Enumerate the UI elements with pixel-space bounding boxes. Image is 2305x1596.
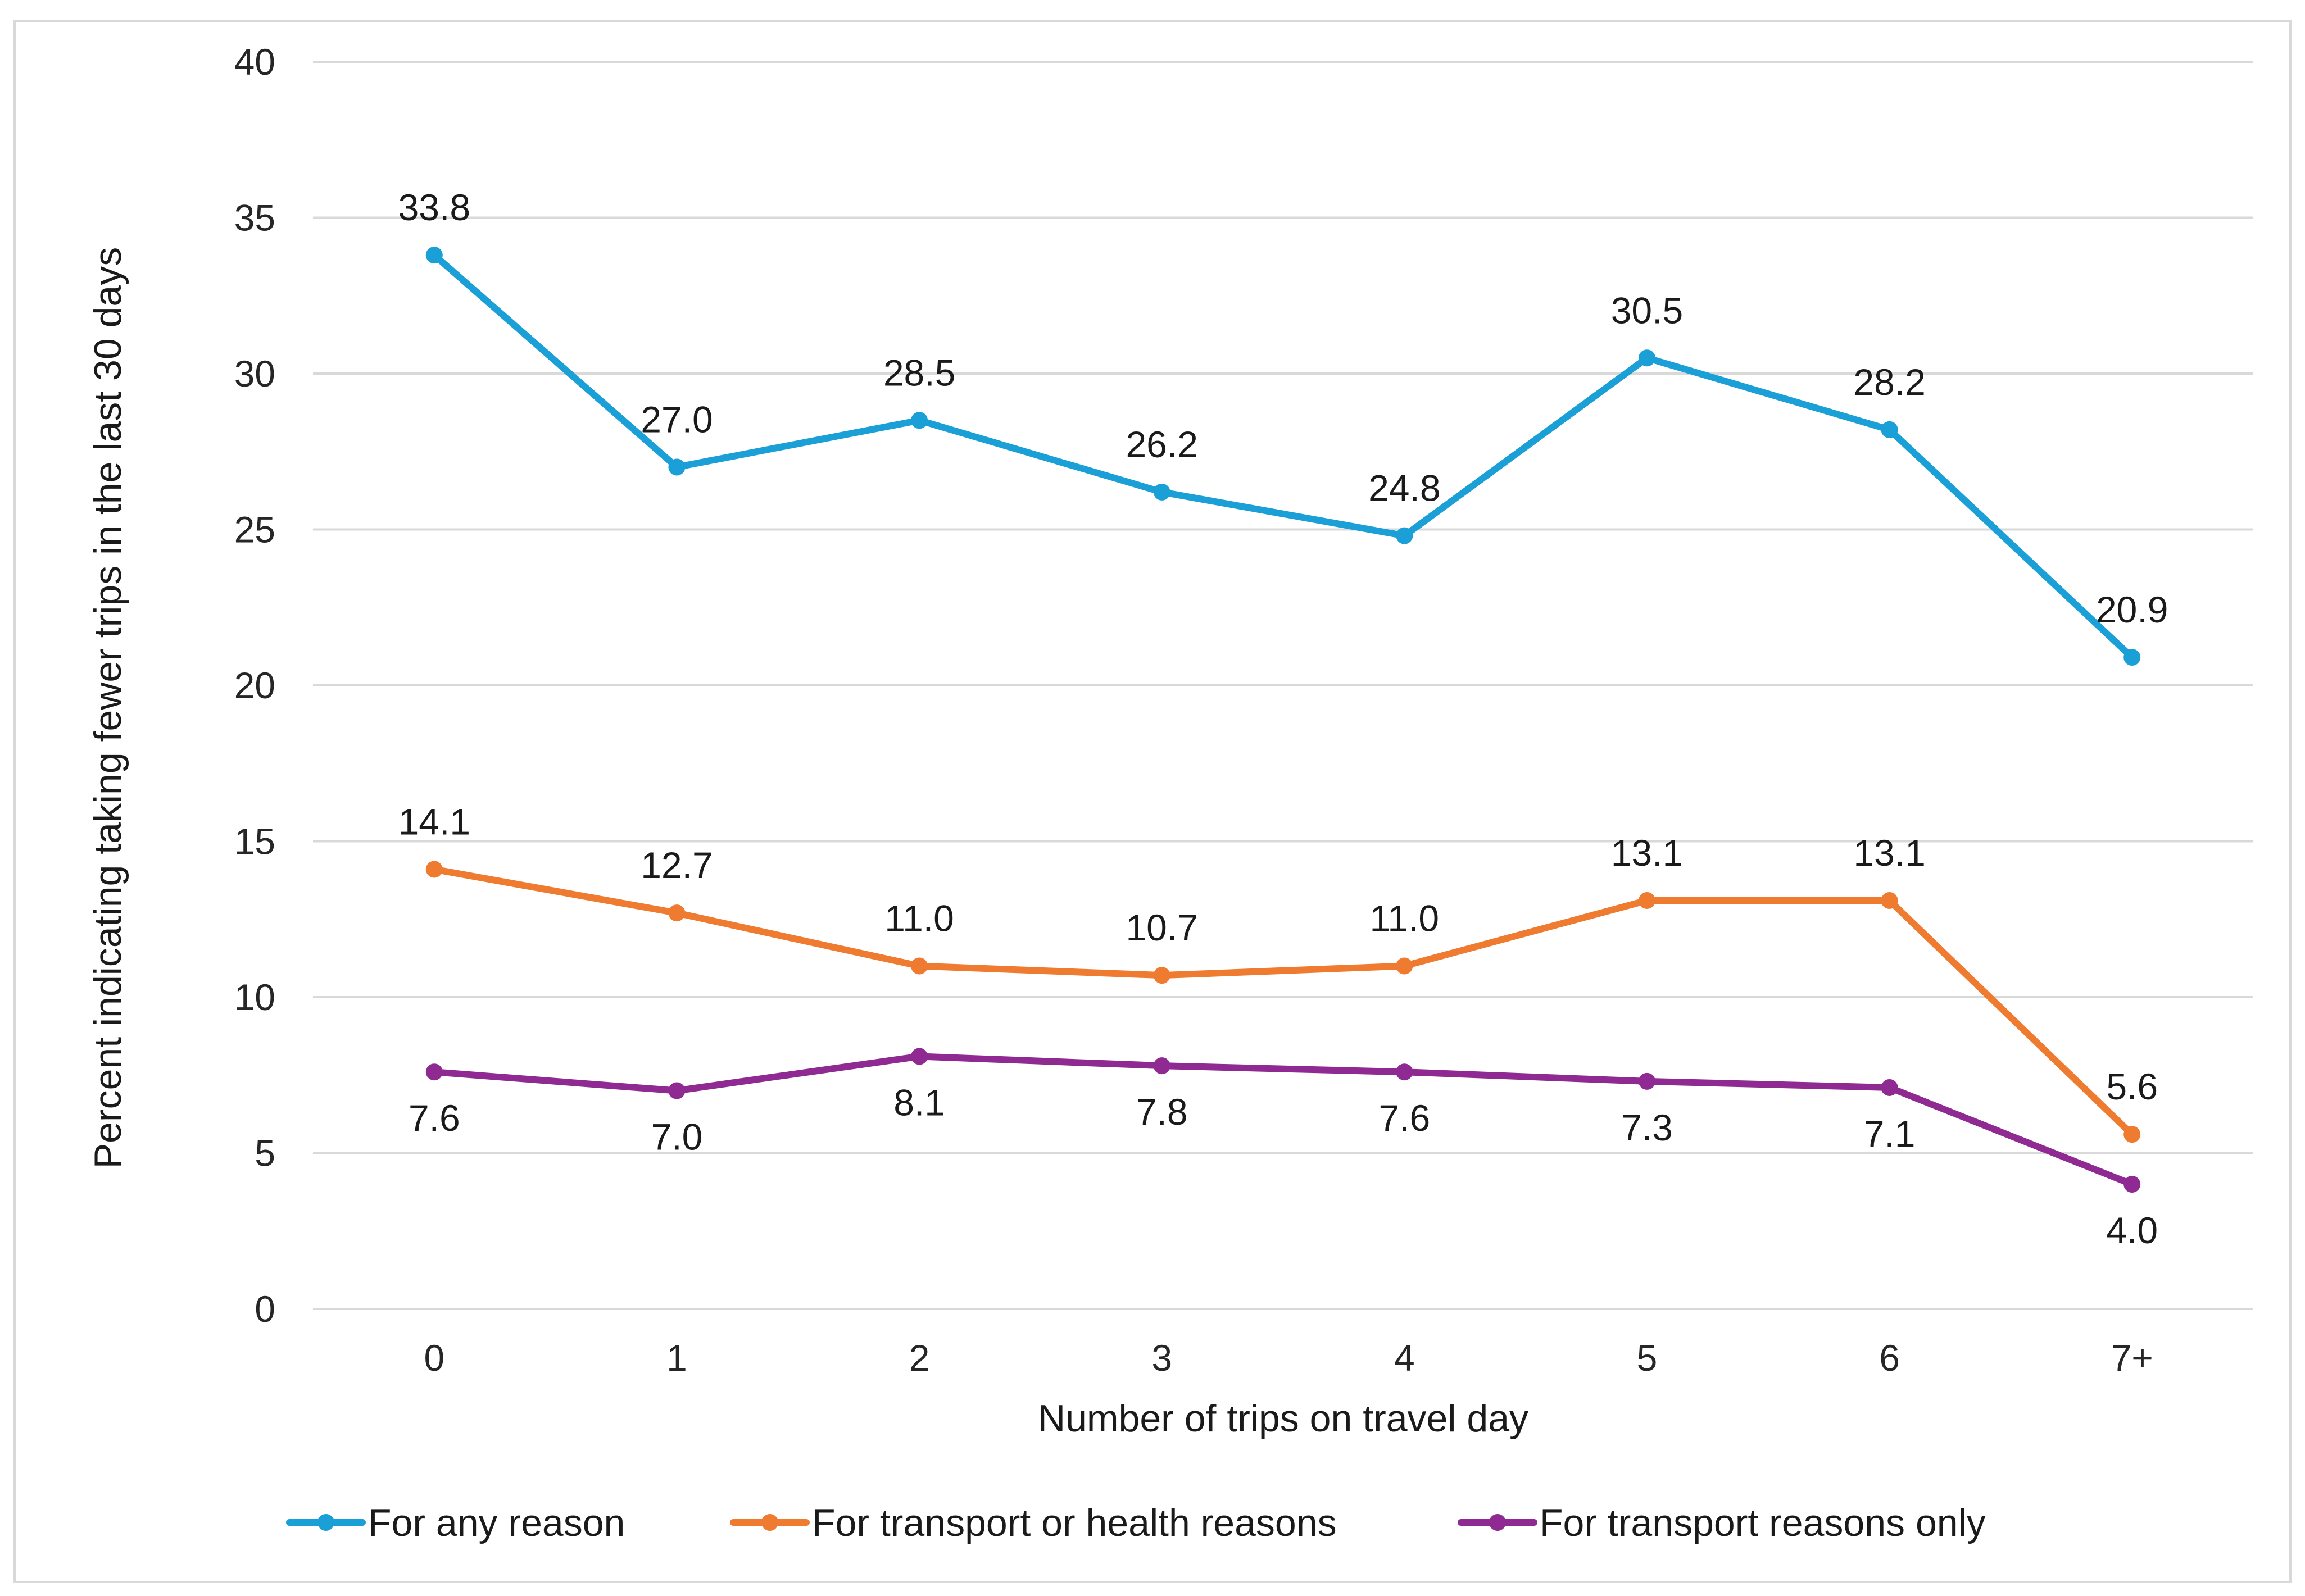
x-tick-label: 3 [1151, 1337, 1172, 1379]
data-label: 7.3 [1621, 1107, 1673, 1148]
data-label: 4.0 [2106, 1209, 2158, 1251]
legend-swatch-marker [1489, 1514, 1506, 1531]
data-label: 28.2 [1853, 361, 1925, 403]
data-label: 12.7 [641, 844, 713, 886]
data-label: 14.1 [398, 801, 470, 842]
data-label: 27.0 [641, 399, 713, 440]
x-tick-label: 4 [1394, 1337, 1415, 1379]
data-label: 26.2 [1126, 424, 1197, 465]
data-point [1881, 1079, 1898, 1096]
data-point [668, 458, 686, 476]
series-line [430, 252, 2136, 661]
legend-label: For transport or health reasons [812, 1502, 1337, 1544]
data-label: 7.0 [651, 1116, 703, 1158]
data-point [1153, 967, 1170, 984]
x-tick-label: 0 [424, 1337, 444, 1379]
data-point [425, 247, 443, 264]
y-tick-label: 0 [255, 1288, 275, 1330]
y-tick-label: 30 [234, 353, 275, 394]
y-tick-label: 25 [234, 509, 275, 551]
x-tick-label: 2 [909, 1337, 930, 1379]
data-label: 10.7 [1126, 907, 1197, 948]
gridlines [313, 61, 2253, 1310]
data-label: 7.8 [1136, 1091, 1188, 1133]
data-label: 13.1 [1611, 832, 1683, 874]
data-point [1153, 1057, 1170, 1075]
x-tick-label: 5 [1637, 1337, 1658, 1379]
legend-swatch-marker [317, 1514, 334, 1531]
data-point [911, 1048, 928, 1065]
x-tick-label: 1 [666, 1337, 687, 1379]
data-point [911, 957, 928, 975]
data-point [425, 861, 443, 878]
series-line [430, 866, 2136, 1138]
y-axis-ticks: 0 5 10 15 20 25 30 35 40 [234, 41, 275, 1330]
y-tick-label: 35 [234, 197, 275, 239]
data-point [2123, 1126, 2141, 1143]
data-point [1396, 1063, 1413, 1081]
legend-label: For transport reasons only [1540, 1502, 1986, 1544]
data-label: 7.6 [1378, 1097, 1430, 1139]
data-label: 33.8 [398, 187, 470, 228]
data-label: 13.1 [1853, 832, 1925, 874]
y-axis-title: Percent indicating taking fewer trips in… [87, 247, 129, 1168]
series-line [430, 1053, 2136, 1188]
data-point [668, 904, 686, 922]
y-tick-label: 20 [234, 665, 275, 706]
x-tick-label: 6 [1879, 1337, 1900, 1379]
data-point [1638, 1072, 1655, 1090]
legend: For any reason For transport or health re… [286, 1502, 1986, 1544]
x-axis-title: Number of trips on travel day [1038, 1397, 1528, 1440]
data-point [425, 1063, 443, 1081]
data-labels: 33.8 27.0 28.5 26.2 24.8 30.5 28.2 20.9 14.1 12.7… [398, 187, 2168, 1251]
data-point [1881, 892, 1898, 909]
data-point [911, 412, 928, 429]
data-point [2123, 1176, 2141, 1193]
data-label: 8.1 [893, 1081, 945, 1123]
data-point [668, 1082, 686, 1099]
data-label: 20.9 [2096, 589, 2168, 630]
data-point [1396, 957, 1413, 975]
x-tick-label: 7+ [2111, 1337, 2153, 1379]
y-tick-label: 15 [234, 821, 275, 862]
data-point [1153, 483, 1170, 501]
data-label: 5.6 [2106, 1066, 2158, 1107]
data-label: 11.0 [1370, 898, 1440, 939]
data-label: 28.5 [883, 352, 955, 393]
x-axis-ticks: 0 1 2 3 4 5 6 7+ [424, 1337, 2153, 1379]
data-point [1638, 892, 1655, 909]
y-tick-label: 5 [255, 1133, 275, 1174]
legend-label: For any reason [368, 1502, 625, 1544]
data-point [1396, 527, 1413, 544]
y-tick-label: 10 [234, 976, 275, 1018]
data-label: 7.1 [1864, 1113, 1916, 1154]
series-group [425, 247, 2141, 1193]
data-point [1881, 421, 1898, 438]
legend-swatch-marker [761, 1514, 778, 1531]
data-point [1638, 349, 1655, 367]
data-label: 7.6 [409, 1097, 460, 1139]
chart-border [13, 20, 2292, 1583]
data-label: 11.0 [884, 898, 954, 939]
data-label: 24.8 [1368, 467, 1440, 509]
data-label: 30.5 [1611, 289, 1683, 331]
y-tick-label: 40 [234, 41, 275, 83]
data-point [2123, 649, 2141, 666]
